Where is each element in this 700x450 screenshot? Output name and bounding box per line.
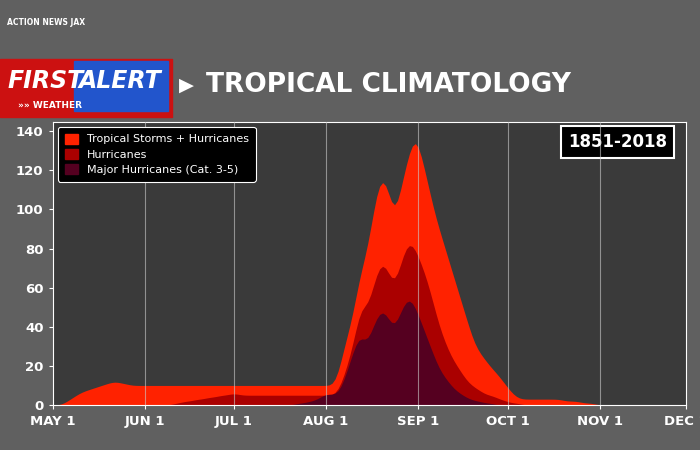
Text: ALERT: ALERT [78,69,161,93]
Bar [74,61,168,111]
Text: »» WEATHER: »» WEATHER [18,101,81,110]
Bar [0,58,172,117]
Text: ACTION NEWS JAX: ACTION NEWS JAX [7,18,85,27]
Text: FIRST: FIRST [7,69,83,93]
Legend: Tropical Storms + Hurricanes, Hurricanes, Major Hurricanes (Cat. 3-5): Tropical Storms + Hurricanes, Hurricanes… [58,127,255,182]
Text: ▶: ▶ [178,75,193,94]
Text: TROPICAL CLIMATOLOGY: TROPICAL CLIMATOLOGY [206,72,571,98]
Text: 1851-2018: 1851-2018 [568,133,667,151]
